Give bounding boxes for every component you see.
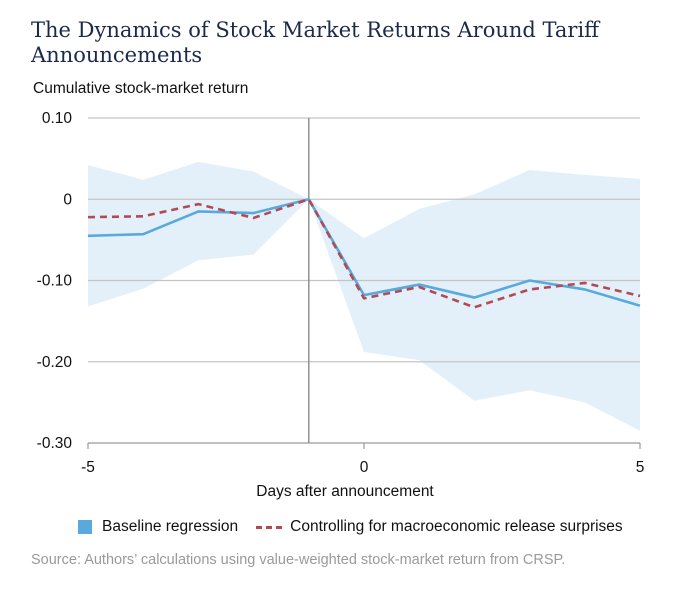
line-chart: 0.10 0 -0.10 -0.20 -0.30 -5 0 5 (37, 110, 645, 476)
legend-label-controlled: Controlling for macroeconomic release su… (290, 518, 623, 535)
legend: Baseline regression Controlling for macr… (78, 518, 623, 536)
y-tick-label: -0.10 (37, 273, 73, 290)
chart-title: The Dynamics of Stock Market Returns Aro… (31, 18, 600, 67)
series-line-baseline (87, 197, 641, 307)
y-tick-label: -0.30 (37, 435, 73, 452)
y-tick-label: 0.10 (42, 110, 73, 127)
x-tick-labels: -5 0 5 (81, 459, 644, 476)
series-line-controlled (87, 197, 641, 309)
x-tick-label: 5 (636, 459, 645, 476)
legend-label-baseline: Baseline regression (102, 518, 239, 535)
gridlines (87, 117, 641, 449)
source-note: Source: Authors’ calculations using valu… (31, 552, 566, 568)
y-tick-label: 0 (63, 191, 72, 208)
legend-swatch-baseline (78, 520, 92, 534)
y-tick-labels: 0.10 0 -0.10 -0.20 -0.30 (37, 110, 73, 452)
x-tick-label: 0 (360, 459, 369, 476)
legend-swatch-controlled (256, 525, 283, 529)
x-axis-label: Days after announcement (256, 483, 434, 500)
series-lines (87, 197, 641, 309)
y-axis-label: Cumulative stock-market return (33, 80, 249, 97)
y-tick-label: -0.20 (37, 354, 73, 371)
x-tick-label: -5 (81, 459, 95, 476)
